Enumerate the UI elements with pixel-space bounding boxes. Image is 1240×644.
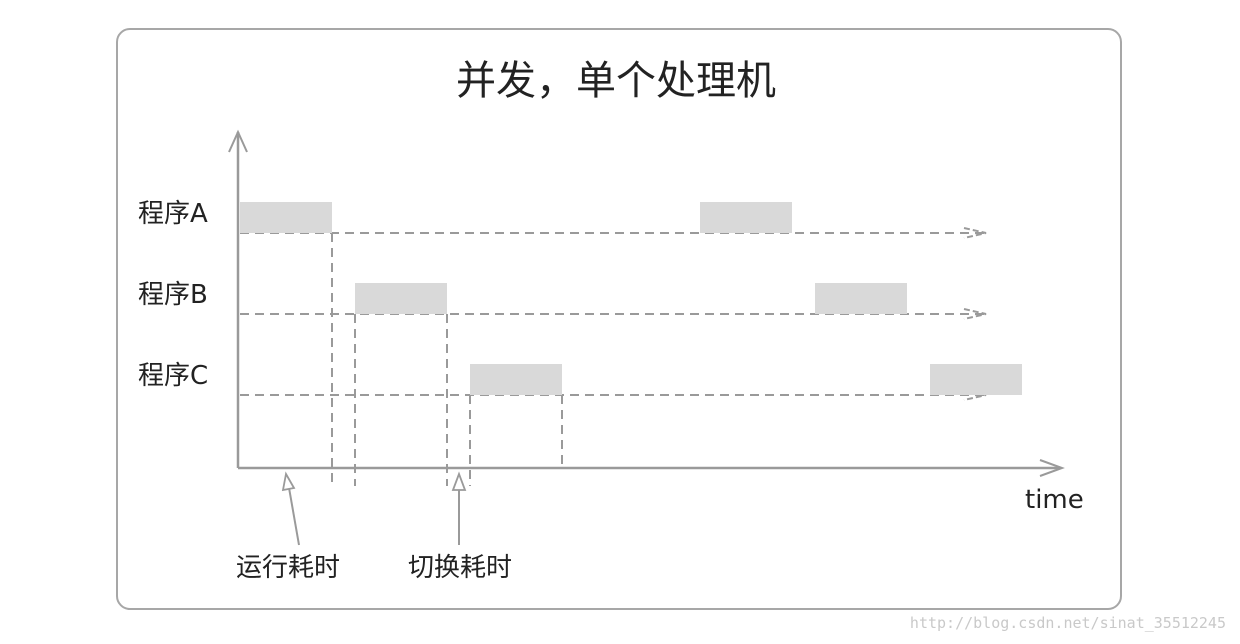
run-block bbox=[355, 283, 447, 314]
diagram-frame bbox=[116, 28, 1122, 610]
program-label: 程序C bbox=[138, 361, 208, 391]
program-row: 程序B bbox=[138, 280, 990, 320]
watermark: http://blog.csdn.net/sinat_35512245 bbox=[910, 614, 1226, 632]
timeline-arrow-icon bbox=[963, 227, 987, 239]
run-block bbox=[240, 202, 332, 233]
run-block bbox=[470, 364, 562, 395]
run-time-arrow-icon bbox=[281, 471, 296, 492]
x-axis-label: time bbox=[1025, 485, 1084, 515]
switch-time-label: 切换耗时 bbox=[408, 553, 512, 583]
program-row: 程序A bbox=[138, 199, 990, 239]
timeline-arrow-icon bbox=[963, 308, 987, 320]
x-axis-arrow-icon bbox=[1039, 459, 1065, 477]
program-label: 程序B bbox=[138, 280, 208, 310]
program-rows: 程序A 程序B 程序C bbox=[138, 199, 1022, 401]
diagram-title: 并发，单个处理机 bbox=[456, 58, 776, 104]
run-time-label: 运行耗时 bbox=[236, 553, 340, 583]
switch-time-annotation: 切换耗时 bbox=[408, 471, 512, 583]
run-time-pointer bbox=[287, 481, 300, 546]
program-label: 程序A bbox=[138, 199, 208, 229]
run-time-annotation: 运行耗时 bbox=[236, 471, 340, 583]
run-block bbox=[930, 364, 1022, 395]
program-row: 程序C bbox=[138, 361, 1022, 401]
boundary-guides bbox=[331, 233, 563, 486]
switch-time-arrow-icon bbox=[451, 471, 467, 491]
axes: time bbox=[228, 129, 1084, 515]
run-block bbox=[815, 283, 907, 314]
run-block bbox=[700, 202, 792, 233]
y-axis-arrow-icon bbox=[228, 129, 248, 153]
